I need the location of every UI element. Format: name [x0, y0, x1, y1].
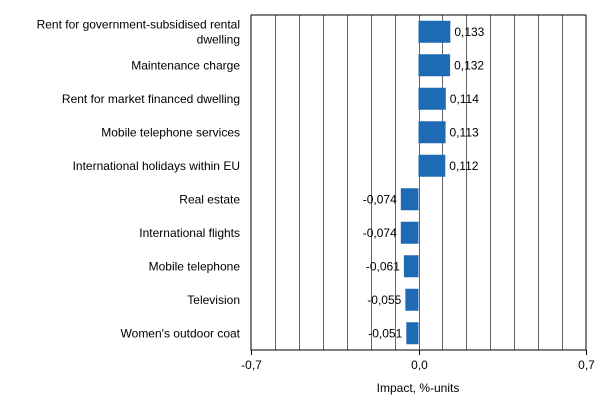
category-labels: Rent for government-subsidised rentaldwe…: [37, 17, 241, 340]
x-ticks: -0,7 0,0 0,7: [241, 350, 595, 372]
category-label: Women's outdoor coat: [121, 326, 241, 340]
x-tick-label: 0,7: [578, 358, 595, 372]
x-tick-label: -0,7: [241, 358, 262, 372]
bar: [418, 121, 446, 144]
x-tick-label: 0,0: [411, 358, 428, 372]
value-label: -0,055: [367, 293, 401, 307]
plot-frame: [250, 14, 587, 351]
bar: [405, 288, 419, 311]
category-label: dwelling: [197, 32, 240, 46]
category-label: Mobile telephone services: [101, 125, 240, 139]
bar: [400, 188, 419, 211]
value-label: -0,061: [366, 259, 400, 273]
bar: [418, 20, 451, 43]
category-label: Television: [187, 293, 240, 307]
category-label: International flights: [139, 226, 240, 240]
bar: [418, 154, 446, 177]
value-label: -0,051: [368, 326, 402, 340]
value-label: 0,114: [450, 92, 479, 106]
category-label: Mobile telephone: [149, 259, 241, 273]
value-label: 0,133: [454, 25, 484, 39]
value-labels: 0,133 0,132 0,114 0,113 0,112 -0,074 -0,074 -0,…: [363, 25, 485, 341]
value-label: -0,074: [363, 192, 397, 206]
x-axis-label: Impact, %-units: [377, 381, 460, 395]
bar: [400, 221, 419, 244]
category-label: Rent for government-subsidised rental: [37, 17, 240, 31]
category-label: Rent for market financed dwelling: [62, 92, 240, 106]
value-label: -0,074: [363, 226, 397, 240]
bar: [418, 54, 451, 77]
bar: [418, 87, 446, 110]
category-label: Maintenance charge: [131, 58, 240, 72]
category-label: International holidays within EU: [73, 159, 240, 173]
value-label: 0,113: [450, 125, 479, 139]
bars: [400, 20, 451, 345]
value-label: 0,112: [449, 159, 478, 173]
category-label: Real estate: [179, 192, 240, 206]
bar: [406, 322, 419, 345]
bar: [403, 255, 419, 278]
value-label: 0,132: [454, 58, 484, 72]
